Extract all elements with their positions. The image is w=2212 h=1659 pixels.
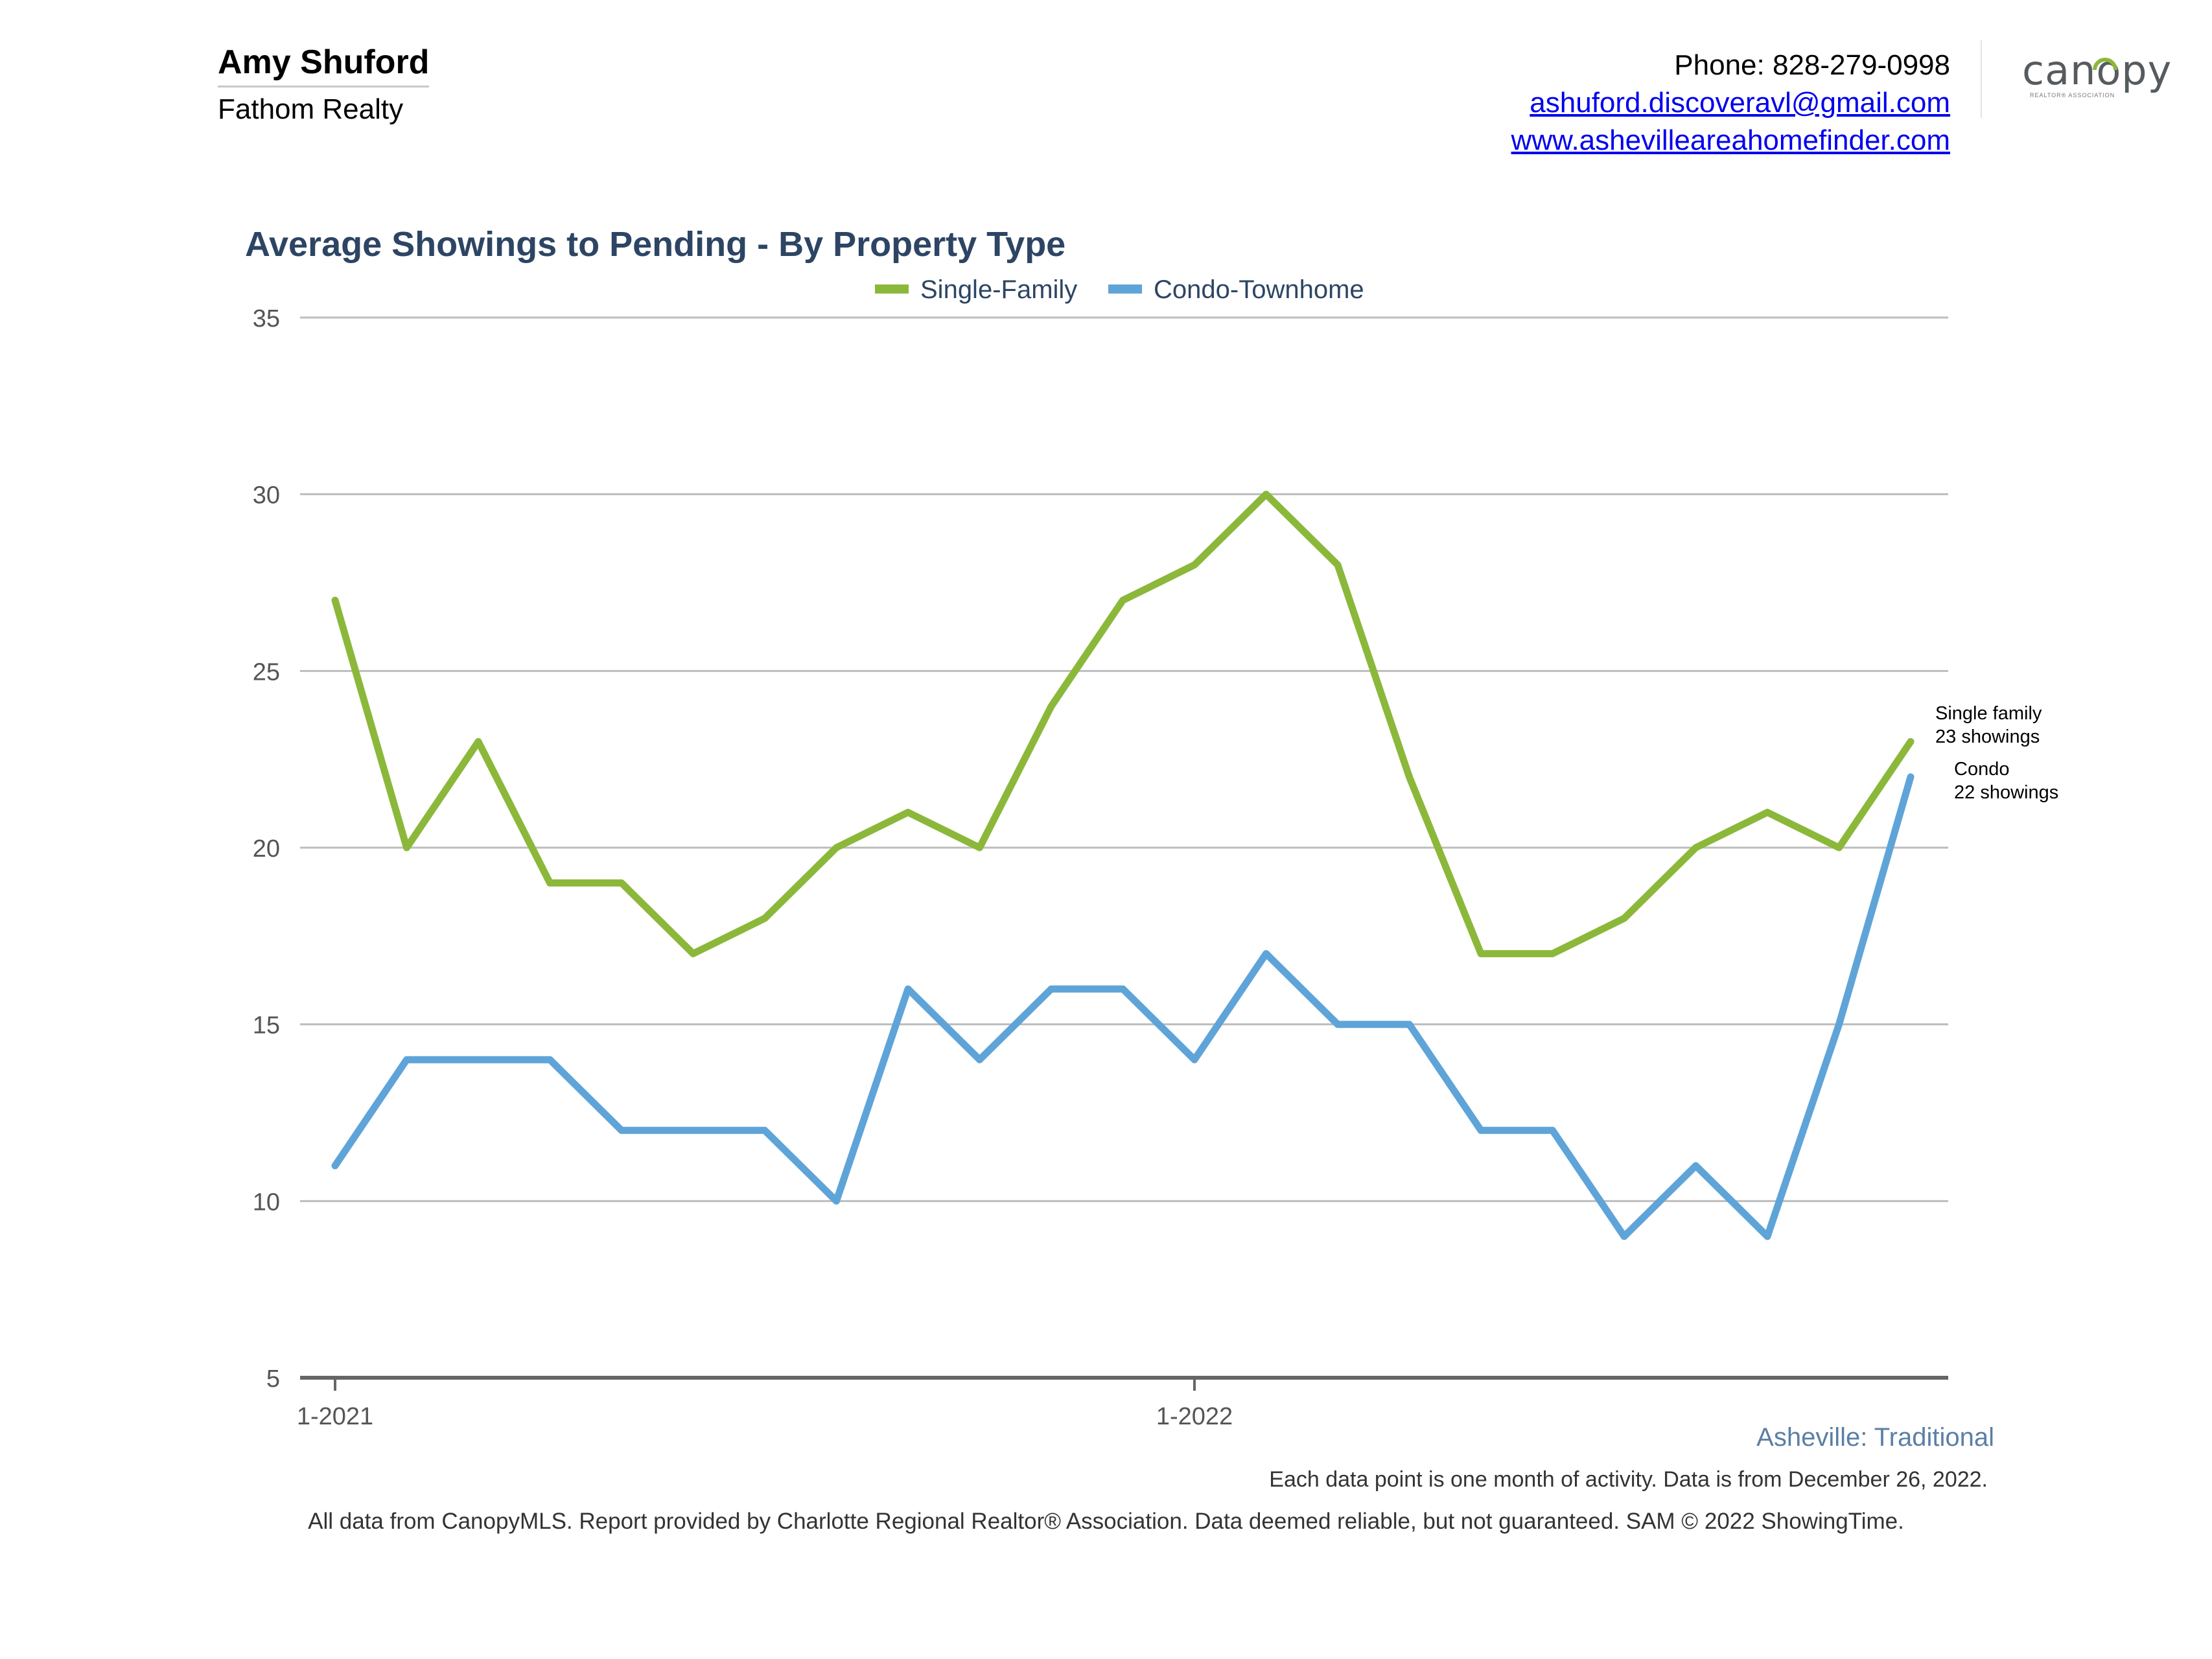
annotation-line: Condo xyxy=(1954,759,2009,780)
data-note: Each data point is one month of activity… xyxy=(1269,1467,1988,1492)
legend: Single-Family Condo-Townhome xyxy=(875,275,1364,304)
agent-name: Amy Shuford xyxy=(218,43,430,87)
series-line-condo-townhome xyxy=(331,773,1915,1240)
chart-title: Average Showings to Pending - By Propert… xyxy=(245,225,1066,264)
canopy-logo: canopy REALTOR® ASSOCIATION xyxy=(2022,47,2171,105)
axis-layer: 5 10 15 20 25 30 35 1-2021 1-2022 xyxy=(253,305,1948,1426)
annotation-line: 23 showings xyxy=(1935,726,2040,747)
phone-number: Phone: 828-279-0998 xyxy=(1674,49,1950,81)
series-line-single-family xyxy=(331,491,1915,958)
region-label: Asheville: Traditional xyxy=(1756,1423,1994,1452)
y-tick-label: 15 xyxy=(253,1012,280,1039)
contact-block: Phone: 828-279-0998 ashuford.discoveravl… xyxy=(1511,47,1950,159)
x-tick-label: 1-2022 xyxy=(1156,1403,1233,1426)
y-tick-label: 35 xyxy=(253,305,280,332)
grid-layer xyxy=(300,316,1948,1202)
agent-company: Fathom Realty xyxy=(218,93,404,125)
email-link[interactable]: ashuford.discoveravl@gmail.com xyxy=(1530,87,1950,119)
line-chart: 5 10 15 20 25 30 35 1-2021 1-2022 Single-Family C… xyxy=(253,275,2059,1426)
logo-arc-icon xyxy=(2093,58,2117,71)
y-tick-label: 20 xyxy=(253,835,280,863)
y-tick-label: 10 xyxy=(253,1189,280,1216)
y-tick-label: 30 xyxy=(253,482,280,509)
website-link[interactable]: www.ashevilleareahomefinder.com xyxy=(1511,124,1950,156)
y-tick-label: 5 xyxy=(266,1365,280,1393)
annotation-line: 22 showings xyxy=(1954,782,2058,803)
logo-wordmark: canopy xyxy=(2022,47,2172,94)
y-tick-label: 25 xyxy=(253,658,280,686)
legend-label: Condo-Townhome xyxy=(1154,275,1364,304)
logo-tagline: REALTOR® ASSOCIATION xyxy=(2030,92,2115,99)
series-layer xyxy=(331,491,1915,1240)
header-divider xyxy=(1981,40,1982,118)
legend-label: Single-Family xyxy=(920,275,1077,304)
footer-disclaimer: All data from CanopyMLS. Report provided… xyxy=(308,1509,1904,1534)
annotation-line: Single family xyxy=(1935,703,2042,724)
x-tick-label: 1-2021 xyxy=(297,1403,373,1426)
